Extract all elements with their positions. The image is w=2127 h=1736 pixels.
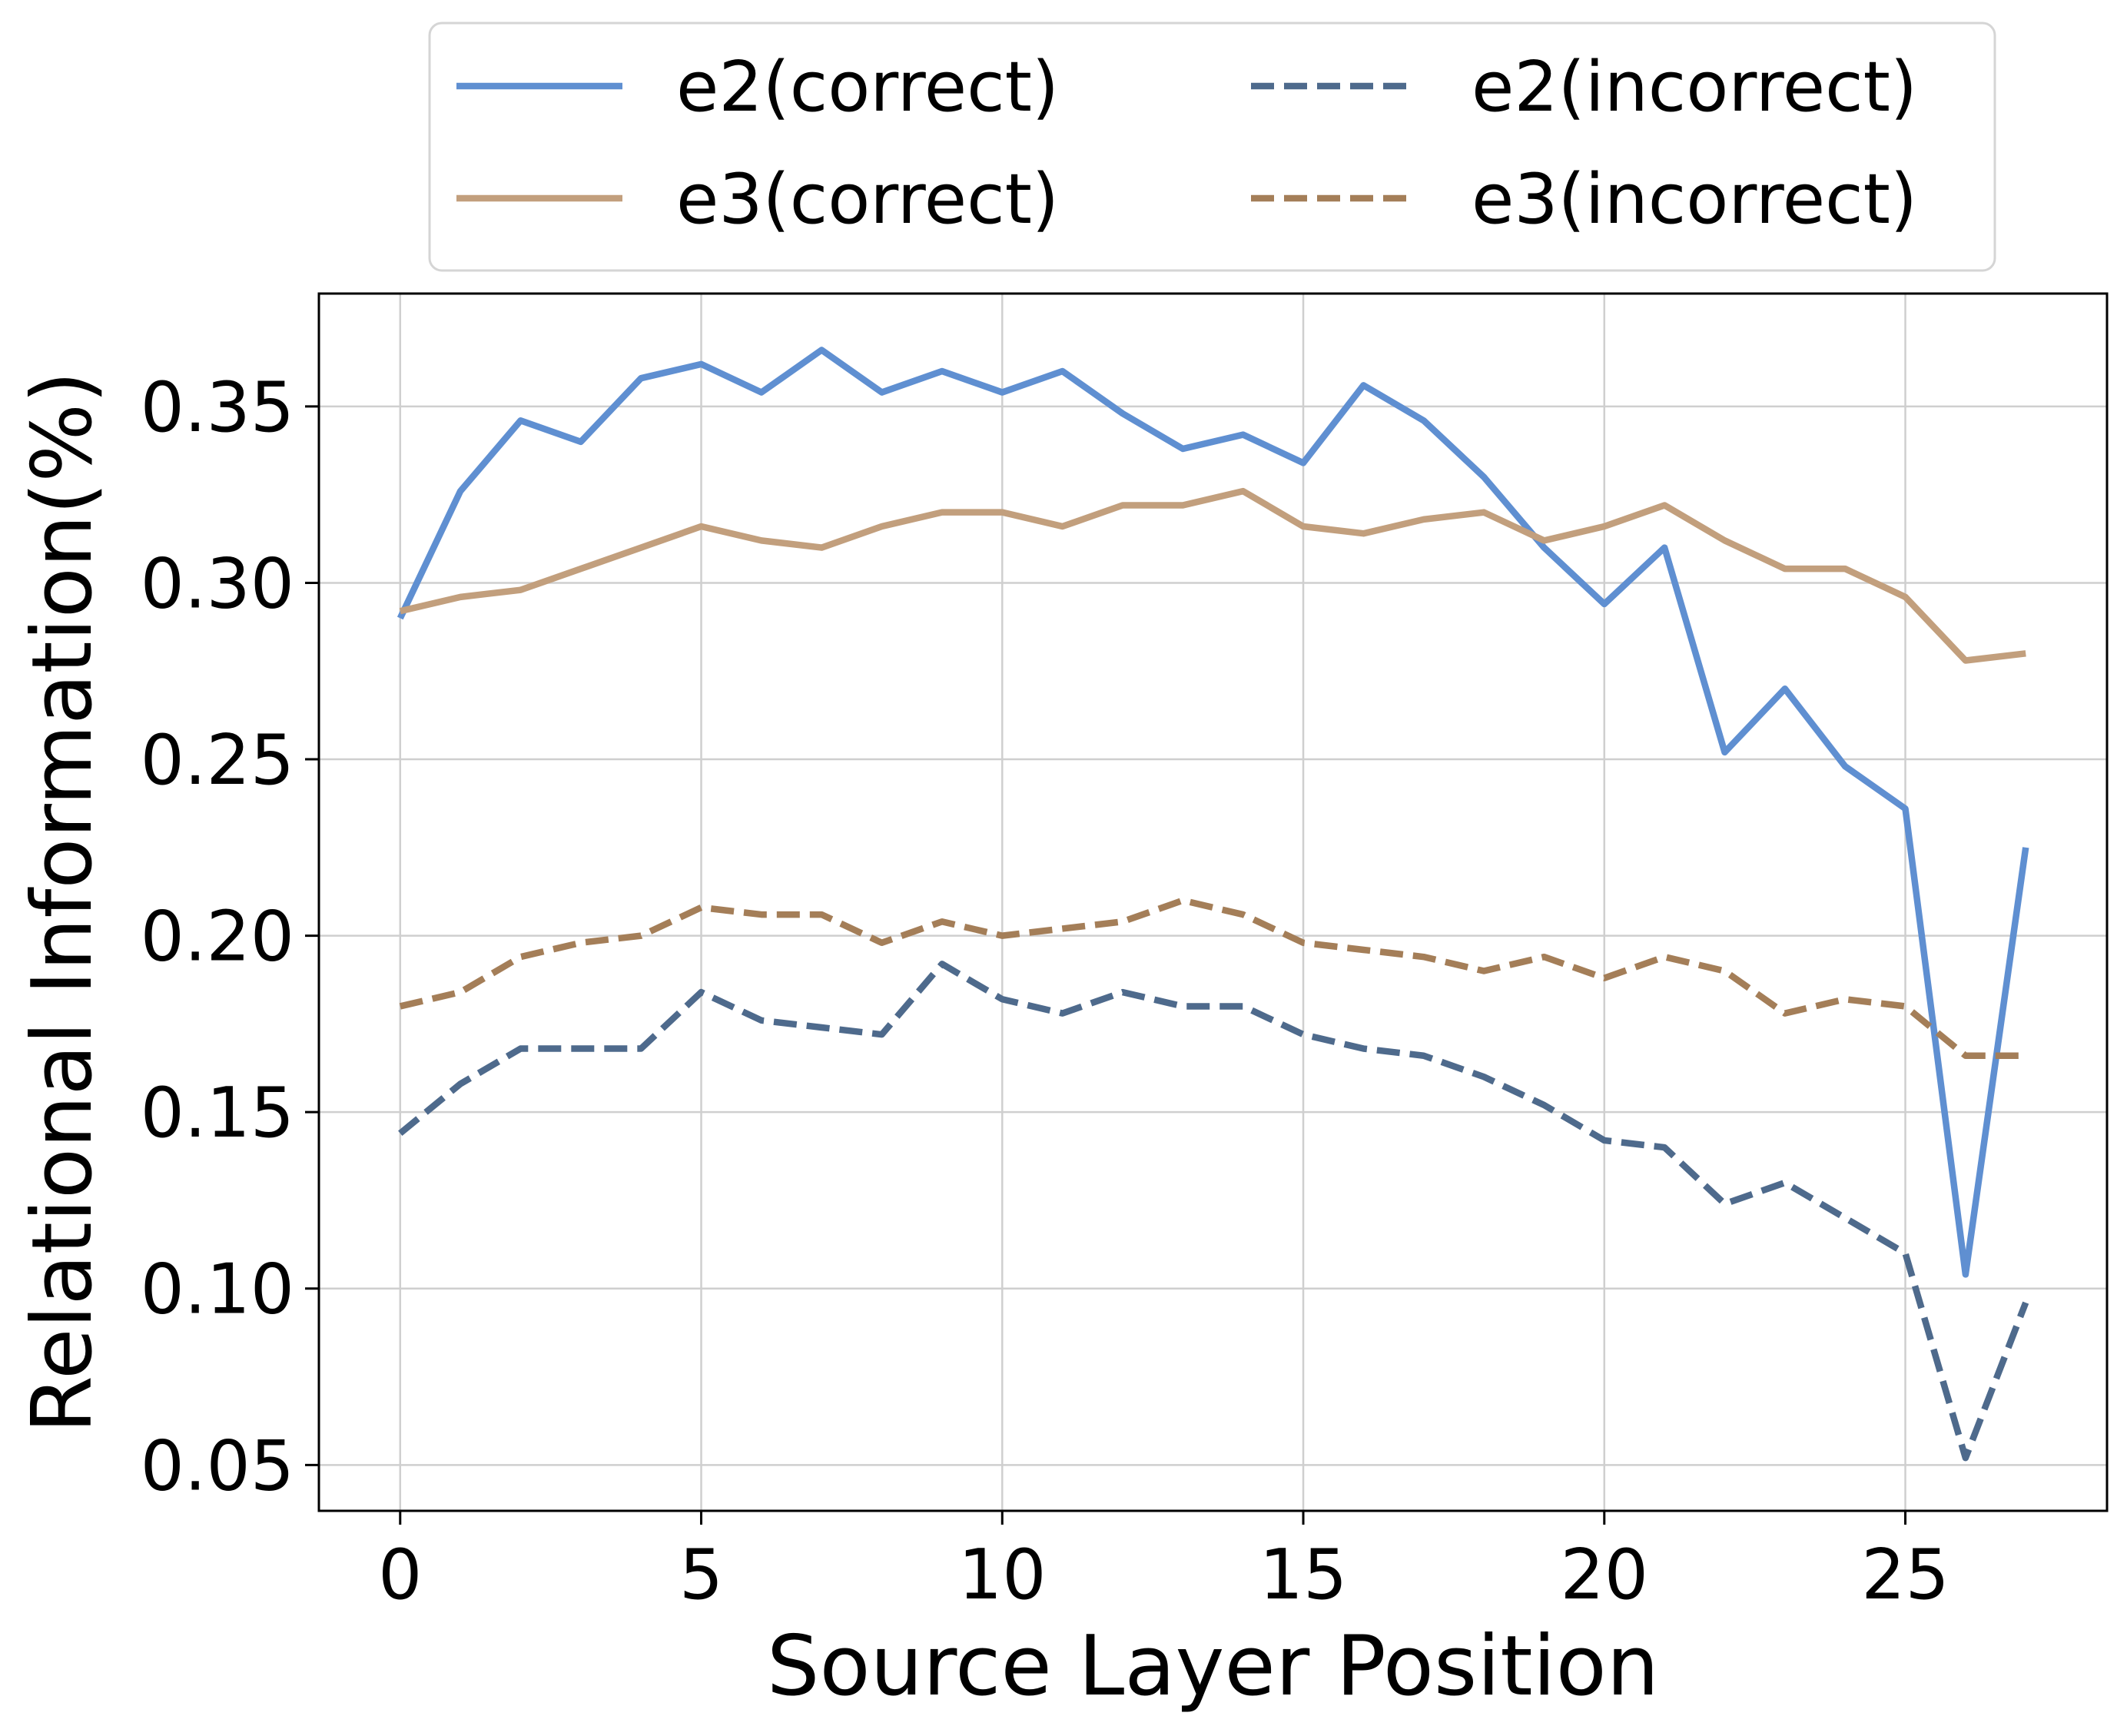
legend-items: e2(correct) e3(correct) e2(incorrect) e3(in… (456, 47, 1917, 240)
series-line-e3(incorrect) (399, 897, 2026, 1059)
legend: e2(correct) e3(correct) e2(incorrect) e3(in… (428, 22, 1996, 272)
legend-label-e3(incorrect): e3(incorrect) (1472, 159, 1917, 240)
y-axis-label: Relational Information(%) (15, 371, 111, 1433)
y-tick-label: 0.35 (141, 367, 294, 448)
x-tick-label: 20 (1561, 1535, 1649, 1615)
plot-frame (317, 292, 2109, 1512)
x-tick-label: 15 (1259, 1535, 1348, 1615)
y-tick-label: 0.10 (141, 1250, 294, 1330)
legend-box (428, 22, 1996, 272)
y-tick-label: 0.30 (141, 543, 294, 624)
y-tick-label: 0.05 (141, 1426, 294, 1506)
y-axis-ticks: 0.05 0.10 0.15 0.20 0.25 0.30 0.35 (141, 367, 319, 1506)
grid (319, 294, 2107, 1511)
legend-label-e3(correct): e3(correct) (676, 159, 1059, 240)
x-tick-label: 10 (958, 1535, 1047, 1615)
series-line-e3(correct) (399, 487, 2026, 664)
series-line-e2(incorrect) (398, 961, 2029, 1462)
x-tick-label: 5 (679, 1535, 723, 1615)
legend-label-e2(correct): e2(correct) (676, 47, 1059, 128)
series-lines (397, 347, 2029, 1462)
x-axis-label: Source Layer Position (767, 1618, 1659, 1714)
x-tick-label: 25 (1861, 1535, 1949, 1615)
x-tick-label: 0 (378, 1535, 422, 1615)
y-tick-label: 0.20 (141, 897, 294, 978)
series-line-e2(correct) (397, 347, 2029, 1278)
y-tick-label: 0.15 (141, 1073, 294, 1153)
y-tick-label: 0.25 (141, 720, 294, 801)
x-axis-ticks: 0 5 10 15 20 25 (378, 1511, 1949, 1615)
legend-label-e2(incorrect): e2(incorrect) (1472, 47, 1917, 128)
